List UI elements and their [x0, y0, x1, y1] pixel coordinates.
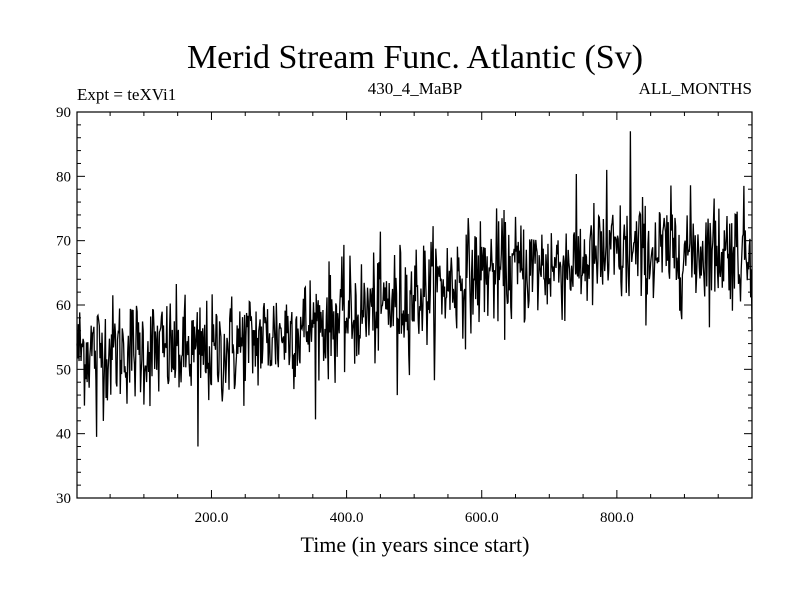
months-label: ALL_MONTHS: [639, 79, 752, 98]
x-tick-label: 800.0: [600, 510, 634, 526]
series-line-amoc: [76, 131, 753, 447]
y-tick-label: 70: [56, 234, 71, 250]
y-tick-label: 90: [56, 105, 71, 121]
plot-frame: [76, 111, 753, 499]
chart-title: Merid Stream Func. Atlantic (Sv): [187, 39, 643, 76]
y-tick-label: 50: [56, 362, 71, 378]
x-tick-label: 400.0: [330, 510, 364, 526]
y-tick-label: 40: [56, 427, 71, 443]
x-axis-label: Time (in years since start): [301, 532, 530, 557]
y-tick-label: 60: [56, 298, 71, 314]
series-layer: [76, 131, 753, 447]
x-tick-label: 200.0: [195, 510, 229, 526]
x-tick-label: 600.0: [465, 510, 499, 526]
y-tick-label: 30: [56, 491, 71, 507]
experiment-label: Expt = teXVi1: [77, 85, 176, 104]
period-label: 430_4_MaBP: [368, 79, 462, 98]
y-tick-label: 80: [56, 169, 71, 185]
